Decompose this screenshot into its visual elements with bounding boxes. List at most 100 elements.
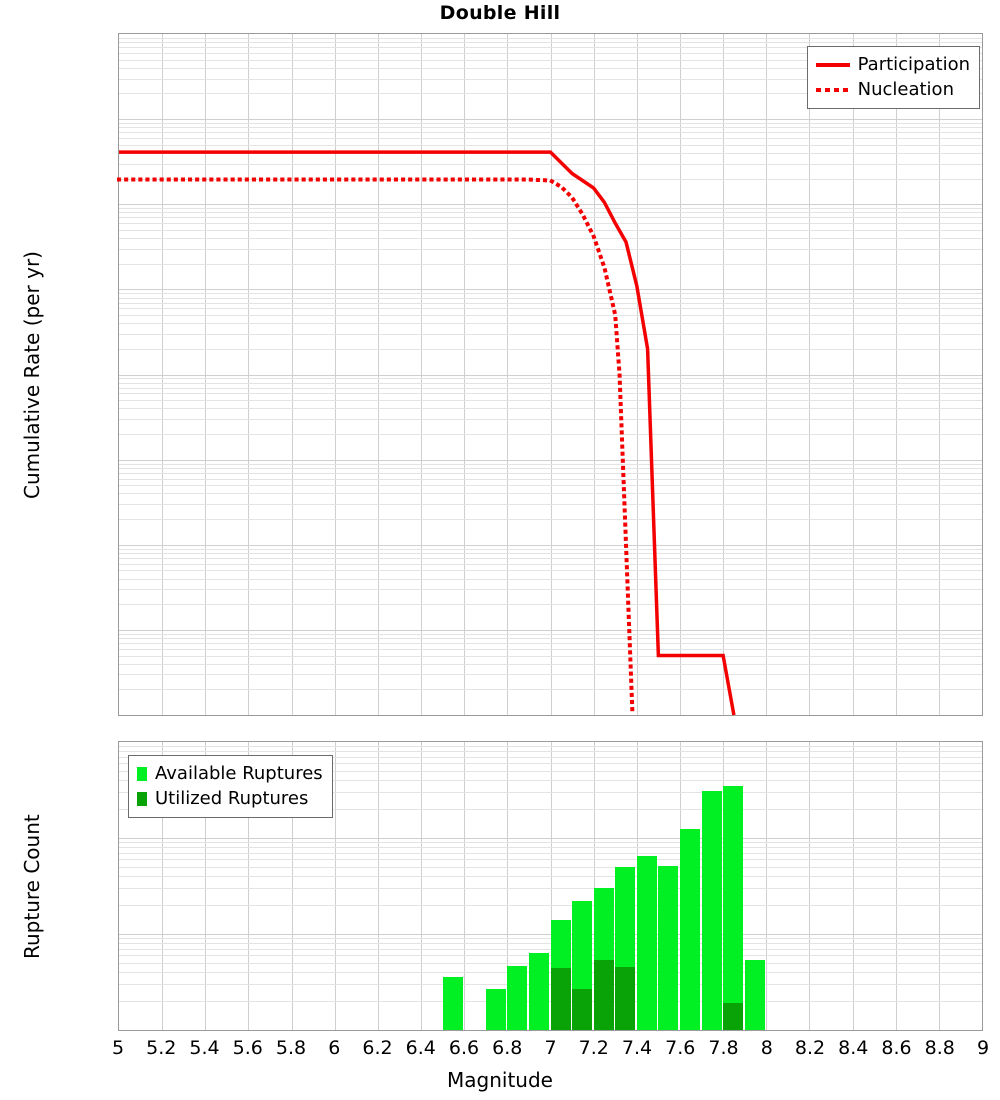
gridline-horizontal [119,629,982,631]
legend-item-participation[interactable]: Participation [815,52,970,77]
gridline-vertical [809,742,811,1030]
gridline-horizontal [119,674,982,676]
top-yaxis-label: Cumulative Rate (per yr) [20,250,44,499]
gridline-horizontal [119,578,982,580]
gridline-horizontal [119,504,982,506]
gridline-horizontal [119,302,982,304]
gridline-horizontal [119,589,982,591]
gridline-horizontal [119,888,982,890]
rupture-bar [572,742,593,1030]
gridline-horizontal [119,229,982,231]
gridline-horizontal [119,552,982,554]
gridline-vertical [895,742,897,1030]
gridline-horizontal [119,297,982,299]
gridline-horizontal [119,323,982,325]
xtick-label: 5.4 [189,1037,220,1059]
gridline-vertical [593,742,595,1030]
gridline-vertical [162,742,164,1030]
gridline-horizontal [119,746,982,748]
xtick-label: 8.8 [924,1037,955,1059]
bar-segment-available [507,966,528,1030]
bar-segment-available [658,866,679,1030]
bar-segment-utilized [550,968,571,1030]
rupture-bar [701,742,722,1030]
gridline-vertical [766,742,768,1030]
bar-segment-available [701,790,722,1030]
gridline-horizontal [119,119,982,121]
xtick-label: 5.6 [232,1037,263,1059]
series-nucleation [117,177,635,718]
bar-segment-available [723,785,744,1030]
xtick-label: 8.2 [794,1037,826,1059]
gridline-horizontal [119,689,982,691]
rupture-bar [615,742,636,1030]
rupture-bar [442,742,463,1030]
gridline-vertical [334,742,336,1030]
gridline-horizontal [119,548,982,550]
xtick-label: 8.6 [881,1037,912,1059]
gridline-horizontal [119,763,982,765]
gridline-horizontal [119,132,982,134]
gridline-horizontal [119,393,982,395]
gridline-vertical [464,742,466,1030]
legend-item-available-ruptures[interactable]: Available Ruptures [137,761,323,786]
gridline-vertical [248,742,250,1030]
bar-segment-utilized [723,1003,744,1030]
legend-item-utilized-ruptures[interactable]: Utilized Ruptures [137,786,323,811]
xtick-label: 6.2 [362,1037,393,1059]
gridline-horizontal [119,248,982,250]
gridline-horizontal [119,374,982,376]
gridline-horizontal [119,408,982,410]
gridline-horizontal [119,204,982,206]
gridline-horizontal [119,382,982,384]
gridline-horizontal [119,378,982,380]
gridline-vertical [507,742,509,1030]
gridline-horizontal [119,751,982,753]
gridline-horizontal [119,78,982,80]
gridline-horizontal [119,308,982,310]
gridline-horizontal [119,557,982,559]
bar-segment-available [744,960,765,1030]
dotted-line-swatch [815,87,850,92]
legend-item-nucleation[interactable]: Nucleation [815,77,970,102]
xtick-label: 6 [328,1037,341,1059]
gridline-horizontal [119,604,982,606]
gridline-horizontal [119,570,982,572]
gridline-vertical [205,742,207,1030]
gridline-horizontal [119,400,982,402]
gridline-horizontal [119,842,982,844]
gridline-horizontal [119,463,982,465]
gridline-horizontal [119,238,982,240]
top-gridlines [119,34,982,715]
xtick-label: 8.4 [838,1037,869,1059]
gridline-horizontal [119,563,982,565]
gridline-horizontal [119,42,982,44]
gridline-horizontal [119,208,982,210]
gridline-horizontal [119,419,982,420]
bar-segment-utilized [593,959,614,1030]
xtick-label: 5.2 [146,1037,177,1059]
gridline-horizontal [119,493,982,495]
gridline-horizontal [119,485,982,487]
xtick-label: 9 [976,1037,990,1059]
gridline-horizontal [119,792,982,794]
gridline-vertical [550,742,552,1030]
xtick-label: 7.6 [665,1037,696,1059]
gridline-horizontal [119,478,982,480]
gridline-horizontal [119,59,982,61]
gridline-horizontal [119,315,982,316]
rupture-bar [636,742,657,1030]
gridline-horizontal [119,852,982,854]
xtick-label: 6.8 [492,1037,523,1059]
gridline-horizontal [119,289,982,291]
rupture-bar [528,742,549,1030]
rupture-bar [550,742,571,1030]
gridline-horizontal [119,52,982,54]
gridline-horizontal [119,263,982,265]
xtick-label: 6.6 [448,1037,480,1059]
gridline-vertical [377,742,379,1030]
xtick-label: 7.2 [578,1037,609,1059]
rupture-bar [485,742,506,1030]
gridline-horizontal [119,123,982,125]
xtick-label: 5 [111,1037,125,1059]
